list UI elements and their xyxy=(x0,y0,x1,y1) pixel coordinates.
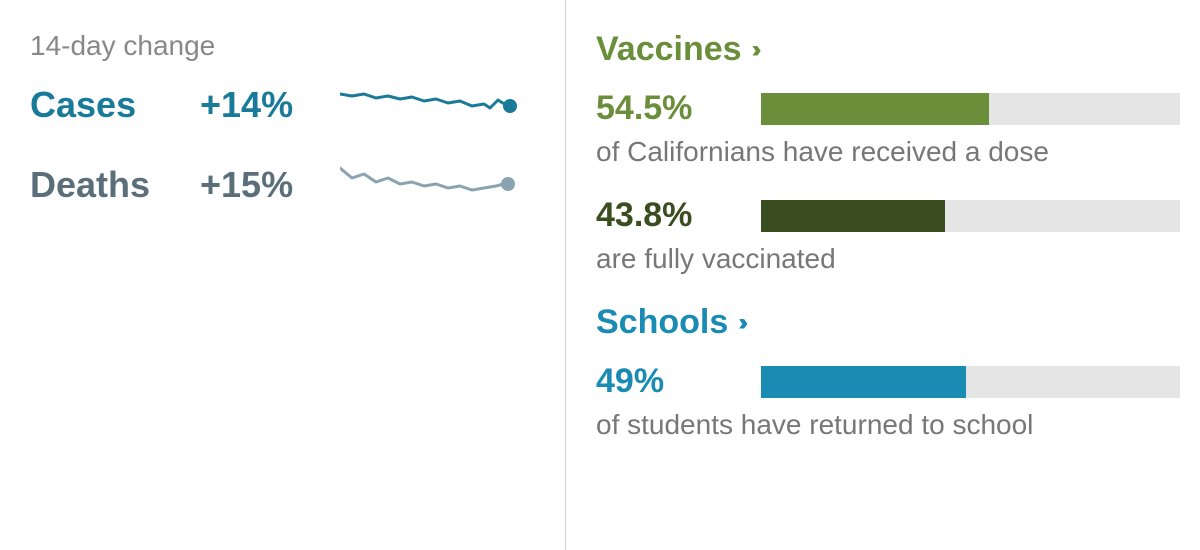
bar-caption: of Californians have received a dose xyxy=(596,136,1180,168)
section-title: Vaccines xyxy=(596,30,742,69)
sparkline xyxy=(340,160,520,210)
bar-track xyxy=(761,366,1180,398)
stat-row: Cases+14% xyxy=(30,80,545,130)
chevron-right-icon: ›› xyxy=(738,309,742,337)
bar-percent: 49% xyxy=(596,362,761,401)
section-header[interactable]: Vaccines ›› xyxy=(596,30,1180,69)
stat-row: Deaths+15% xyxy=(30,160,545,210)
section-header[interactable]: Schools ›› xyxy=(596,303,1180,342)
chevron-right-icon: ›› xyxy=(752,36,756,64)
bar-caption: of students have returned to school xyxy=(596,409,1180,441)
bar-row: 49% xyxy=(596,362,1180,401)
stat-label: Deaths xyxy=(30,164,200,206)
bar-row: 43.8% xyxy=(596,196,1180,235)
bar-caption: are fully vaccinated xyxy=(596,243,1180,275)
bar-fill xyxy=(761,93,989,125)
bar-percent: 43.8% xyxy=(596,196,761,235)
bar-fill xyxy=(761,200,945,232)
change-period-label: 14-day change xyxy=(30,30,545,62)
stat-label: Cases xyxy=(30,84,200,126)
right-panel: Vaccines ›› 54.5% of Californians have rece… xyxy=(565,0,1200,550)
bar-track xyxy=(761,200,1180,232)
section-title: Schools xyxy=(596,303,728,342)
bar-percent: 54.5% xyxy=(596,89,761,128)
left-panel: 14-day change Cases+14%Deaths+15% xyxy=(0,0,565,550)
sparkline xyxy=(340,80,520,130)
bar-row: 54.5% xyxy=(596,89,1180,128)
stat-value: +15% xyxy=(200,164,340,206)
stat-value: +14% xyxy=(200,84,340,126)
bar-fill xyxy=(761,366,966,398)
bar-track xyxy=(761,93,1180,125)
